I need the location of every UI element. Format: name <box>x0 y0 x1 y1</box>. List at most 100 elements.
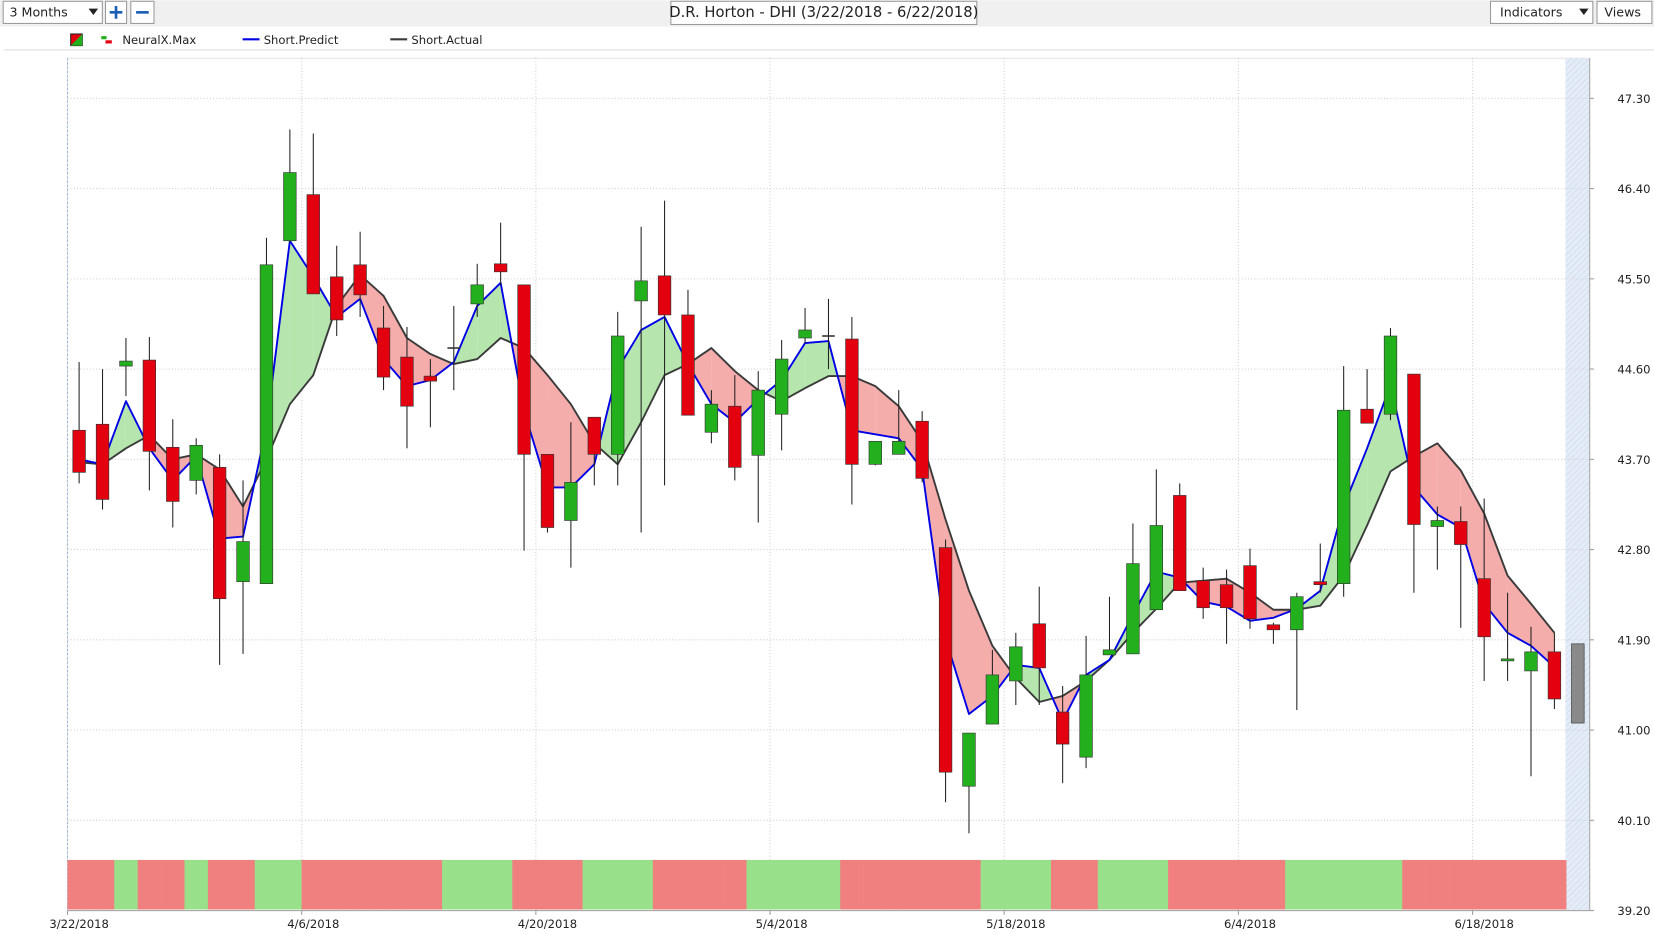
candle-body <box>985 674 1000 725</box>
line-series <box>79 273 1556 703</box>
signal-cell <box>887 859 911 910</box>
spread-fill <box>430 354 453 381</box>
signal-cell <box>1542 859 1567 910</box>
candle-body <box>587 416 601 455</box>
signal-cell <box>863 859 888 910</box>
line-series <box>78 239 1556 722</box>
candle-body <box>564 482 578 521</box>
signal-cell <box>652 859 677 910</box>
zoom-out-button[interactable] <box>130 0 155 24</box>
signal-cell <box>1004 859 1028 910</box>
signal-cell <box>1355 859 1380 910</box>
signal-cell <box>559 859 583 910</box>
legend-label: NeuralX.Max <box>122 33 196 47</box>
candle-body <box>166 446 180 502</box>
spread-fill <box>125 401 145 449</box>
signal-cell <box>1097 859 1122 910</box>
x-tick-label: 3/22/2018 <box>49 917 108 931</box>
x-tick-label: 6/18/2018 <box>1454 917 1513 931</box>
candle-body <box>1056 711 1070 745</box>
title-box <box>670 0 978 26</box>
spread-fill <box>1367 385 1391 526</box>
candle-body <box>611 335 625 455</box>
candle-body <box>1196 580 1210 609</box>
candle-body <box>728 405 742 468</box>
range-dropdown[interactable]: 3 Months <box>2 0 103 24</box>
candle-body <box>1360 408 1374 424</box>
signal-cell <box>1449 859 1473 910</box>
signal-cell <box>1168 859 1192 910</box>
x-tick-label: 4/6/2018 <box>287 917 339 931</box>
spread-fill <box>875 386 899 439</box>
candle-body <box>142 359 157 452</box>
candle-body <box>1524 651 1538 672</box>
candle-body <box>1102 649 1117 656</box>
signal-cell <box>957 859 982 910</box>
candle-body <box>72 429 86 473</box>
y-tick-label: 41.00 <box>1617 724 1650 738</box>
candle-body <box>634 280 648 302</box>
candle-body <box>259 264 274 584</box>
legend-label: Short.Predict <box>264 33 339 47</box>
signal-cell <box>442 859 466 910</box>
signal-cell <box>137 859 162 910</box>
candle-body <box>236 541 250 582</box>
signal-cell <box>1331 859 1356 910</box>
signal-cell <box>1144 859 1169 910</box>
signal-cell <box>582 859 607 910</box>
signal-cell <box>512 859 537 910</box>
candle-body <box>657 275 672 316</box>
signal-cell <box>1074 859 1099 910</box>
signal-cell <box>1027 859 1052 910</box>
views-dropdown[interactable]: Views <box>1596 0 1653 24</box>
spread-fill <box>313 276 335 376</box>
candle-body <box>470 284 484 305</box>
candle-body <box>892 440 906 455</box>
spread-fill <box>570 404 595 488</box>
signal-cell <box>1308 859 1333 910</box>
signal-cell <box>1261 859 1286 910</box>
signal-cell <box>793 859 818 910</box>
signal-cell <box>1378 859 1403 910</box>
signal-cell <box>606 859 630 910</box>
signal-cell <box>231 859 256 910</box>
signal-cell <box>114 859 138 910</box>
y-tick-label: 41.90 <box>1617 633 1650 647</box>
candle-body <box>1430 520 1444 527</box>
views-label: Views <box>1604 4 1641 19</box>
signal-cell <box>1214 859 1239 910</box>
candle-body <box>868 440 882 465</box>
candle-body <box>751 389 765 456</box>
signal-cell <box>1495 859 1520 910</box>
signal-cell <box>1519 859 1544 910</box>
forecast-zone <box>1565 58 1590 911</box>
signal-cell <box>278 859 302 910</box>
candle-body <box>1383 335 1398 415</box>
candle-body <box>306 194 320 295</box>
candle-body <box>1219 584 1234 609</box>
chart-title: D.R. Horton - DHI (3/22/2018 - 6/22/2018… <box>669 4 978 21</box>
signal-cell <box>676 859 700 910</box>
candle-body <box>423 375 438 382</box>
candle-body <box>798 329 812 339</box>
candle-body <box>540 454 555 528</box>
y-tick-label: 40.10 <box>1617 814 1650 828</box>
candle-body <box>1337 409 1351 584</box>
signal-cell <box>1121 859 1145 910</box>
signal-cell <box>254 859 279 910</box>
signal-cell <box>723 859 747 910</box>
signal-cell <box>840 859 864 910</box>
indicators-dropdown[interactable]: Indicators <box>1489 0 1594 24</box>
signal-cell <box>488 859 513 910</box>
signal-cell <box>1402 859 1426 910</box>
signal-cell <box>1050 859 1075 910</box>
signal-cell <box>90 859 115 910</box>
y-tick-label: 44.60 <box>1617 363 1650 377</box>
legend-toggle[interactable] <box>70 33 83 47</box>
candle-body <box>95 423 110 500</box>
spread-fill <box>641 316 665 423</box>
zoom-in-button[interactable] <box>104 0 128 24</box>
candle-body <box>1547 651 1562 700</box>
candle-body <box>681 314 695 416</box>
